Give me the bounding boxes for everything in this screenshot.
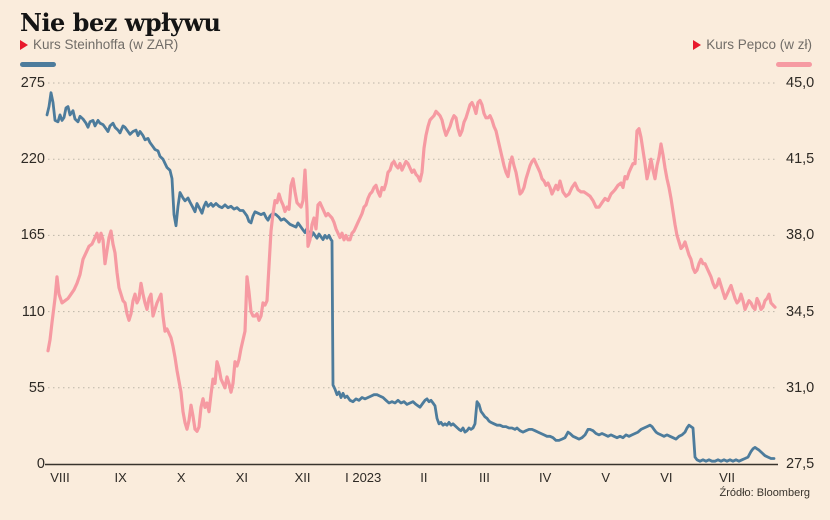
legend-pepco-label: Kurs Pepco (w zł) bbox=[706, 37, 812, 52]
y-axis-label-right: 41,5 bbox=[786, 151, 815, 168]
y-axis-label-left: 55 bbox=[28, 379, 45, 396]
series-line-steinhoff bbox=[45, 91, 776, 463]
x-axis-label: I 2023 bbox=[345, 470, 382, 485]
chart-title: Nie bez wpływu bbox=[20, 8, 221, 37]
y-axis-label-left: 165 bbox=[20, 227, 45, 244]
x-axis-label: II bbox=[420, 470, 428, 485]
series-line-pepco bbox=[46, 98, 777, 433]
y-axis-label-right: 27,5 bbox=[786, 456, 815, 472]
y-axis-label-right: 34,5 bbox=[786, 303, 815, 320]
x-axis-label: III bbox=[479, 470, 490, 485]
y-axis-label-left: 220 bbox=[20, 151, 45, 168]
y-axis-label-left: 275 bbox=[20, 75, 45, 91]
x-axis-label: XI bbox=[235, 470, 249, 485]
legend-steinhoff-swatch bbox=[20, 62, 56, 67]
x-axis-label: X bbox=[176, 470, 186, 485]
red-triangle-icon bbox=[20, 40, 28, 50]
legend-pepco-swatch bbox=[776, 62, 812, 67]
source-label: Źródło: Bloomberg bbox=[719, 487, 811, 499]
x-axis-label: V bbox=[601, 470, 611, 485]
y-axis-label-left: 110 bbox=[21, 303, 45, 320]
legend-pepco: Kurs Pepco (w zł) bbox=[693, 37, 812, 52]
x-axis-label: VI bbox=[660, 470, 673, 485]
x-axis-label: XII bbox=[294, 470, 311, 485]
legend-steinhoff-label: Kurs Steinhoffa (w ZAR) bbox=[33, 37, 179, 52]
y-axis-label-left: 0 bbox=[36, 456, 45, 472]
x-axis-label: VII bbox=[719, 470, 735, 485]
x-axis-label: IV bbox=[538, 470, 552, 485]
x-axis-label: VIII bbox=[50, 470, 70, 485]
y-axis-label-right: 38,0 bbox=[786, 227, 815, 244]
y-axis-label-right: 31,0 bbox=[786, 379, 815, 396]
red-triangle-icon bbox=[693, 40, 702, 50]
y-axis-label-right: 45,0 bbox=[786, 75, 815, 91]
legend-steinhoff: Kurs Steinhoffa (w ZAR) bbox=[20, 37, 178, 52]
x-axis-label: IX bbox=[114, 470, 127, 485]
